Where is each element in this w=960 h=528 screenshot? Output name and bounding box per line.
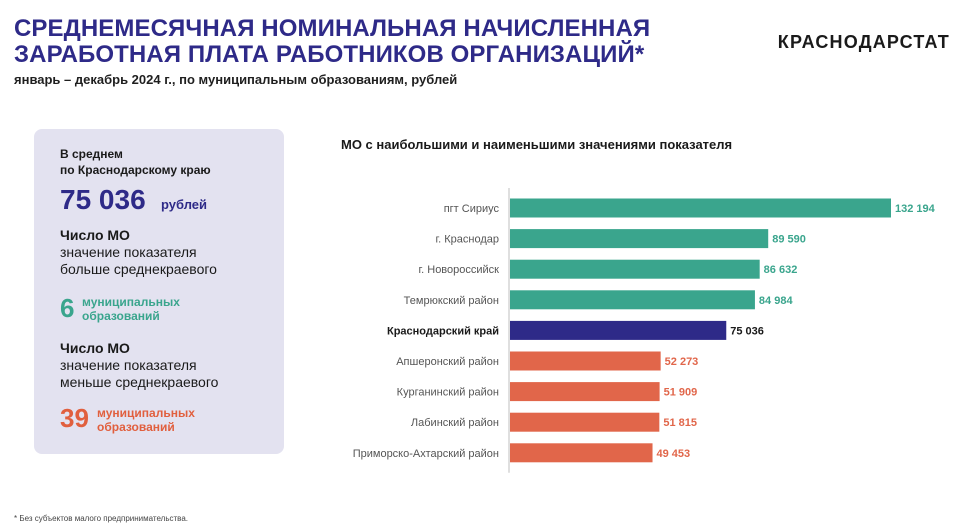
value-label: 49 453 [657, 448, 691, 460]
value-label: 75 036 [730, 325, 764, 337]
above-desc-line2: больше среднекраевого [60, 261, 217, 277]
category-label: Курганинский район [397, 387, 499, 399]
page-title-line2: ЗАРАБОТНАЯ ПЛАТА РАБОТНИКОВ ОРГАНИЗАЦИЙ* [14, 41, 645, 68]
above-count-label: муниципальных образований [82, 295, 180, 323]
page-title: СРЕДНЕМЕСЯЧНАЯ НОМИНАЛЬНАЯ НАЧИСЛЕННАЯ З… [14, 16, 734, 68]
bar [510, 351, 661, 371]
bar-chart: пгт Сириус 132 194 г. Краснодар 89 590 г. Но… [353, 188, 936, 473]
brand-logo: КРАСНОДАРСТАТ [777, 32, 950, 52]
below-desc-line1: значение показателя [60, 357, 197, 373]
bar [510, 443, 653, 463]
above-count: 6 [60, 293, 75, 323]
bar [510, 259, 760, 279]
bar [510, 412, 660, 432]
below-count-label-line1: муниципальных [97, 406, 195, 420]
footnote: * Без субъектов малого предпринимательст… [14, 514, 188, 523]
bar [510, 198, 891, 218]
above-count-label-line1: муниципальных [82, 295, 180, 309]
page-title-line1: СРЕДНЕМЕСЯЧНАЯ НОМИНАЛЬНАЯ НАЧИСЛЕННАЯ [14, 15, 651, 42]
below-desc-line2: меньше среднекраевого [60, 374, 219, 390]
average-label-line2: по Краснодарскому краю [60, 163, 211, 177]
value-label: 51 815 [663, 417, 697, 429]
bars-layer: пгт Сириус 132 194 г. Краснодар 89 590 г. Но… [353, 198, 936, 463]
above-count-label-line2: образований [82, 309, 160, 323]
below-count: 39 [60, 403, 89, 433]
below-title: Число МО [60, 340, 130, 356]
bar [510, 290, 755, 310]
chart-title: МО с наибольшими и наименьшими значениям… [341, 137, 733, 152]
value-label: 84 984 [759, 295, 794, 307]
average-unit: рублей [161, 197, 208, 212]
average-value: 75 036 [60, 184, 146, 215]
category-label: Темрюкский район [404, 295, 499, 307]
value-label: 89 590 [772, 234, 806, 246]
summary-card: В среднем по Краснодарскому краю 75 036 … [34, 129, 284, 454]
category-label: г. Краснодар [435, 234, 499, 246]
bar [510, 382, 660, 402]
category-label: Краснодарский край [387, 325, 499, 337]
below-count-label: муниципальных образований [97, 406, 195, 434]
category-label: г. Новороссийск [418, 264, 499, 276]
bar [510, 320, 727, 340]
value-label: 132 194 [895, 203, 936, 215]
above-title: Число МО [60, 227, 130, 243]
below-block-title: Число МО значение показателя меньше сред… [60, 340, 218, 391]
category-label: Лабинский район [411, 417, 499, 429]
value-label: 86 632 [764, 264, 798, 276]
value-label: 52 273 [665, 356, 699, 368]
above-desc-line1: значение показателя [60, 244, 197, 260]
bar [510, 229, 769, 249]
category-label: пгт Сириус [444, 203, 500, 215]
value-label: 51 909 [664, 387, 698, 399]
above-block-title: Число МО значение показателя больше сред… [60, 227, 217, 278]
page-subtitle: январь – декабрь 2024 г., по муниципальн… [14, 72, 458, 87]
category-label: Приморско-Ахтарский район [353, 448, 499, 460]
below-count-label-line2: образований [97, 420, 175, 434]
average-label: В среднем по Краснодарскому краю [60, 146, 211, 178]
average-label-line1: В среднем [60, 147, 123, 161]
category-label: Апшеронский район [396, 356, 499, 368]
